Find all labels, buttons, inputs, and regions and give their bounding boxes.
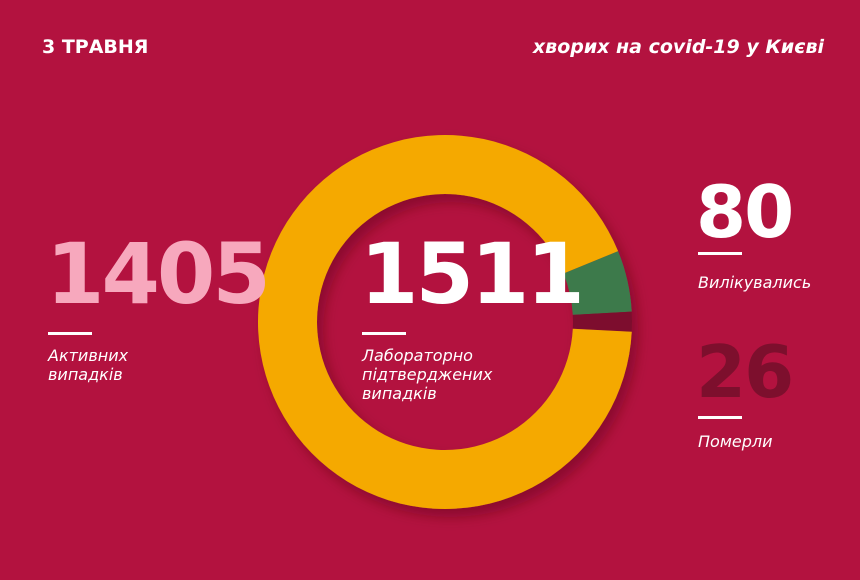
donut-segment: [572, 311, 632, 332]
donut-segment: [258, 135, 632, 510]
date: 3 ТРАВНЯ: [42, 36, 149, 58]
active-number: 1405: [46, 225, 271, 323]
donut: [258, 135, 632, 510]
deaths-label: Померли: [698, 432, 773, 451]
divider: [698, 252, 742, 255]
recovered-number: 80: [696, 170, 794, 254]
active-label: Активних випадків: [48, 346, 129, 384]
deaths-number: 26: [696, 330, 794, 414]
total-label: Лабораторно підтверджених випадків: [362, 346, 493, 403]
recovered-label: Вилікувались: [698, 273, 812, 292]
donut-segment: [563, 251, 632, 315]
total-number: 1511: [360, 225, 585, 323]
divider: [698, 416, 742, 419]
divider: [48, 332, 92, 335]
title: хворих на covid-19 у Києві: [532, 36, 824, 58]
divider: [362, 332, 406, 335]
